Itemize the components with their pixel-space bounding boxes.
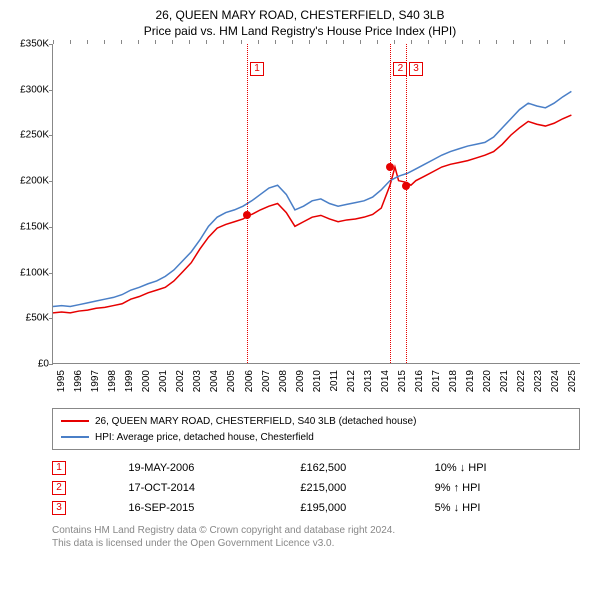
legend-swatch-property: [61, 420, 89, 422]
sale-row: 1 19-MAY-2006£162,50010% ↓ HPI: [52, 458, 580, 478]
x-tick-label: 2008: [278, 370, 289, 392]
legend-label-hpi: HPI: Average price, detached house, Ches…: [95, 432, 314, 443]
sale-date: 19-MAY-2006: [128, 458, 300, 478]
sale-number-box: 1: [52, 461, 66, 475]
legend-label-property: 26, QUEEN MARY ROAD, CHESTERFIELD, S40 3…: [95, 416, 416, 427]
chart-title-subtitle: Price paid vs. HM Land Registry's House …: [12, 24, 588, 38]
series-line-property: [53, 115, 571, 313]
sale-price: £162,500: [300, 458, 434, 478]
sale-date: 16-SEP-2015: [128, 498, 300, 518]
x-tick-label: 2009: [295, 370, 306, 392]
x-axis-labels: 1995 1996 1997 1998 1999 2000 2001 2002 2003 2004…: [52, 368, 580, 408]
x-tick-label: 1998: [107, 370, 118, 392]
sale-delta: 5% ↓ HPI: [435, 498, 580, 518]
x-tick-label: 2011: [329, 370, 340, 392]
x-tick-label: 2012: [346, 370, 357, 392]
footer-line1: Contains HM Land Registry data © Crown c…: [52, 524, 580, 537]
sale-delta: 10% ↓ HPI: [435, 458, 580, 478]
x-tick-label: 2021: [499, 370, 510, 392]
x-tick-label: 2017: [431, 370, 442, 392]
sale-price: £215,000: [300, 478, 434, 498]
x-tick-label: 2018: [448, 370, 459, 392]
x-tick-label: 1996: [73, 370, 84, 392]
x-tick-label: 2006: [244, 370, 255, 392]
x-tick-label: 2004: [209, 370, 220, 392]
x-tick-label: 1995: [56, 370, 67, 392]
sale-marker-box: 3: [409, 62, 423, 76]
legend-row-property: 26, QUEEN MARY ROAD, CHESTERFIELD, S40 3…: [61, 413, 571, 429]
chart-lines-svg: [53, 44, 580, 363]
x-tick-label: 2024: [550, 370, 561, 392]
sale-date: 17-OCT-2014: [128, 478, 300, 498]
x-tick-label: 2001: [158, 370, 169, 392]
x-tick-label: 2000: [141, 370, 152, 392]
x-tick-label: 2019: [465, 370, 476, 392]
x-tick-label: 1997: [90, 370, 101, 392]
x-tick-label: 2010: [312, 370, 323, 392]
x-tick-label: 1999: [124, 370, 135, 392]
chart-legend: 26, QUEEN MARY ROAD, CHESTERFIELD, S40 3…: [52, 408, 580, 450]
x-tick-label: 2022: [516, 370, 527, 392]
x-tick-label: 2013: [363, 370, 374, 392]
chart-title-address: 26, QUEEN MARY ROAD, CHESTERFIELD, S40 3…: [12, 8, 588, 22]
x-tick-label: 2016: [414, 370, 425, 392]
x-tick-label: 2020: [482, 370, 493, 392]
x-tick-label: 2007: [261, 370, 272, 392]
x-tick-label: 2025: [567, 370, 578, 392]
x-tick-label: 2014: [380, 370, 391, 392]
footer-attribution: Contains HM Land Registry data © Crown c…: [52, 524, 580, 550]
sale-delta: 9% ↑ HPI: [435, 478, 580, 498]
sale-point: [386, 163, 394, 171]
sale-vline: [390, 44, 391, 363]
x-tick-label: 2023: [533, 370, 544, 392]
legend-row-hpi: HPI: Average price, detached house, Ches…: [61, 429, 571, 445]
sale-price: £195,000: [300, 498, 434, 518]
chart-title-block: 26, QUEEN MARY ROAD, CHESTERFIELD, S40 3…: [12, 8, 588, 38]
footer-line2: This data is licensed under the Open Gov…: [52, 537, 580, 550]
sale-number-box: 2: [52, 481, 66, 495]
series-line-hpi: [53, 91, 571, 306]
sale-point: [402, 182, 410, 190]
x-tick-label: 2002: [175, 370, 186, 392]
sale-point: [243, 211, 251, 219]
chart-plot-area: £0£50K£100K£150K£200K£250K£300K£350K123: [52, 44, 580, 364]
sales-table: 1 19-MAY-2006£162,50010% ↓ HPI 2 17-OCT-201…: [52, 458, 580, 518]
sale-row: 2 17-OCT-2014£215,0009% ↑ HPI: [52, 478, 580, 498]
sale-marker-box: 1: [250, 62, 264, 76]
sale-vline: [247, 44, 248, 363]
x-tick-label: 2005: [226, 370, 237, 392]
x-tick-label: 2003: [192, 370, 203, 392]
sale-vline: [406, 44, 407, 363]
sale-row: 3 16-SEP-2015£195,0005% ↓ HPI: [52, 498, 580, 518]
x-tick-label: 2015: [397, 370, 408, 392]
legend-swatch-hpi: [61, 436, 89, 438]
sale-number-box: 3: [52, 501, 66, 515]
